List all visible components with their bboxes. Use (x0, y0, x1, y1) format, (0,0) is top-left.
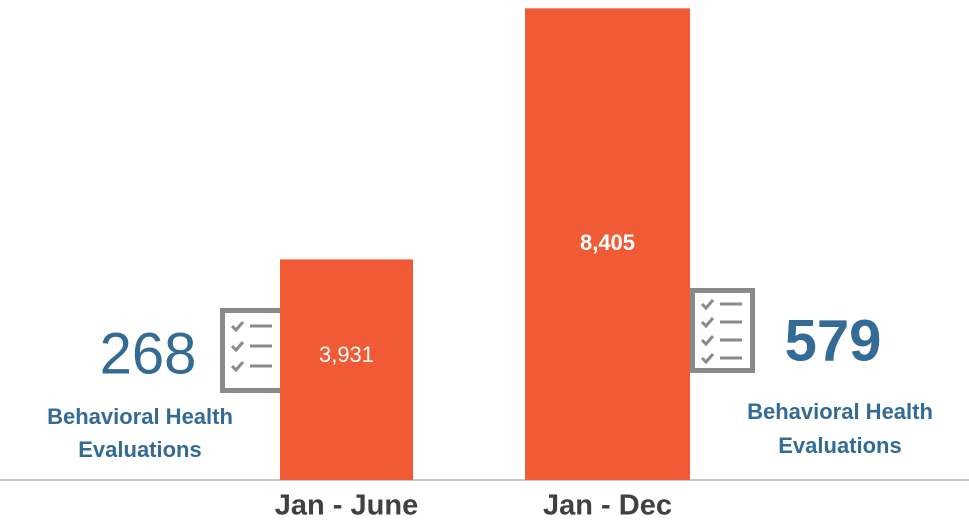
value-label: 3,931 (319, 342, 374, 367)
annotation-caption: Behavioral Health (47, 404, 233, 429)
checklist-icon (690, 288, 755, 373)
category-label: Jan - June (275, 490, 418, 522)
annotation-caption: Evaluations (78, 437, 201, 462)
bar (280, 259, 413, 480)
checklist-icon (220, 308, 287, 393)
bar (525, 8, 690, 480)
annotation-number: 268 (100, 321, 197, 386)
annotation-number: 579 (785, 308, 882, 373)
value-label: 8,405 (580, 230, 635, 255)
annotation-caption: Behavioral Health (747, 399, 933, 424)
annotation-caption: Evaluations (778, 433, 901, 458)
category-label: Jan - Dec (543, 490, 672, 522)
